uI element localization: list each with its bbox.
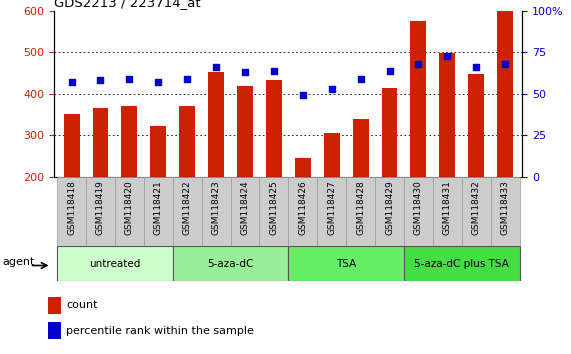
Point [240,69,250,75]
Bar [288,246,404,281]
Bar [346,177,375,246]
Bar [57,177,86,246]
Text: GSM118429: GSM118429 [385,181,394,235]
Bar [63,114,79,177]
Point [154,79,163,85]
Bar [353,119,368,177]
Bar [48,297,61,314]
Bar [381,88,397,177]
Bar [259,177,288,246]
Text: percentile rank within the sample: percentile rank within the sample [66,326,254,336]
Text: GSM118430: GSM118430 [414,181,423,235]
Bar [411,21,427,177]
Bar [57,246,173,281]
Bar [266,80,282,177]
Bar [86,177,115,246]
Text: GSM118427: GSM118427 [327,181,336,235]
Bar [179,106,195,177]
Point [327,86,336,92]
Text: agent: agent [3,257,35,267]
Point [443,53,452,58]
Text: 5-aza-dC plus TSA: 5-aza-dC plus TSA [415,259,509,269]
Text: 5-aza-dC: 5-aza-dC [207,259,254,269]
Bar [288,177,317,246]
Point [298,93,307,98]
Text: GSM118418: GSM118418 [67,181,76,235]
Bar [404,246,520,281]
Bar [490,177,520,246]
Text: GSM118431: GSM118431 [443,181,452,235]
Text: GSM118433: GSM118433 [501,181,510,235]
Bar [468,74,484,177]
Text: GSM118425: GSM118425 [270,181,279,235]
Bar [93,108,108,177]
Bar [150,126,166,177]
Text: GSM118424: GSM118424 [240,181,250,235]
Text: untreated: untreated [89,259,140,269]
Text: GSM118420: GSM118420 [125,181,134,235]
Bar [202,177,231,246]
Text: GSM118419: GSM118419 [96,181,105,235]
Text: TSA: TSA [336,259,356,269]
Point [385,68,394,73]
Bar [324,133,340,177]
Point [96,78,105,83]
Point [211,64,220,70]
Point [67,79,76,85]
Text: GSM118426: GSM118426 [298,181,307,235]
Bar [497,11,513,177]
Point [472,64,481,70]
Bar [48,322,61,339]
Bar [237,86,253,177]
Point [183,76,192,82]
Bar [122,106,138,177]
Point [414,61,423,67]
Text: GSM118432: GSM118432 [472,181,481,235]
Point [501,61,510,67]
Bar [375,177,404,246]
Point [125,76,134,82]
Bar [317,177,346,246]
Bar [404,177,433,246]
Bar [439,53,455,177]
Text: GSM118422: GSM118422 [183,181,192,235]
Text: GDS2213 / 223714_at: GDS2213 / 223714_at [54,0,201,10]
Text: GSM118421: GSM118421 [154,181,163,235]
Text: GSM118423: GSM118423 [212,181,220,235]
Bar [173,177,202,246]
Bar [462,177,490,246]
Bar [115,177,144,246]
Text: count: count [66,301,98,310]
Bar [433,177,462,246]
Point [270,68,279,73]
Bar [144,177,173,246]
Bar [173,246,288,281]
Bar [208,72,224,177]
Bar [231,177,259,246]
Bar [295,158,311,177]
Text: GSM118428: GSM118428 [356,181,365,235]
Point [356,76,365,82]
